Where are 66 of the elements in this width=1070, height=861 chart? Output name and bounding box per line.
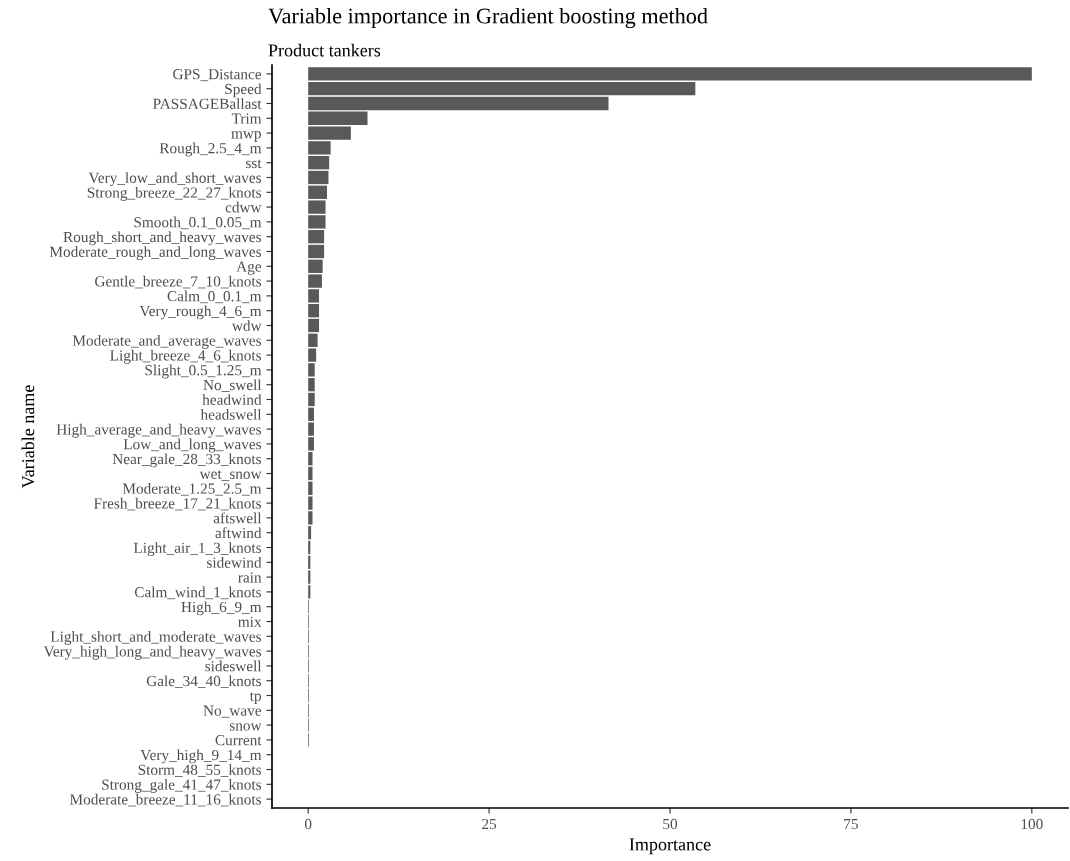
chart-subtitle: Product tankers (268, 43, 381, 57)
y-tick-label: Very_high_long_and_heavy_waves (43, 645, 262, 660)
y-tick-label: Smooth_0.1_0.05_m (134, 216, 262, 230)
bar (308, 244, 325, 259)
y-tick-label: PASSAGEBallast (153, 98, 262, 109)
y-tick-label: Very_rough_4_6_m (139, 305, 262, 320)
y-tick-label: sideswell (205, 660, 262, 672)
y-tick-label: Gale_34_40_knots (146, 675, 262, 688)
y-tick-label: Speed (225, 83, 262, 98)
y-tick-label: Calm_0_0.1_m (167, 290, 262, 304)
bar (308, 96, 609, 111)
y-tick-label: High_average_and_heavy_waves (56, 423, 262, 438)
y-tick-label: Rough_2.5_4_m (159, 142, 262, 157)
y-tick-label: mwp (231, 131, 261, 142)
y-tick-label: Moderate_1.25_2.5_m (122, 483, 262, 496)
y-tick-label: Rough_short_and_heavy_waves (63, 231, 262, 246)
y-tick-label: Moderate_and_average_waves (72, 334, 262, 349)
y-tick-label: Moderate_breeze_11_16_knots (69, 793, 262, 807)
bar (308, 318, 320, 333)
y-tick-label: tp (249, 692, 261, 705)
bar (308, 392, 315, 407)
y-tick-label: Trim (231, 113, 262, 124)
bar (308, 170, 329, 185)
chart-title: Variable importance in Gradient boosting method (268, 7, 708, 29)
x-tick-label: 25 (482, 818, 497, 830)
y-tick-label: Age (236, 261, 262, 275)
y-tick-label: snow (229, 723, 262, 731)
bar (308, 466, 313, 481)
y-tick-label: headwind (202, 394, 262, 405)
y-tick-label: Calm_wind_1_knots (134, 586, 262, 600)
bar (308, 540, 311, 555)
y-tick-label: Slight_0.5_1.25_m (145, 364, 262, 379)
y-tick-label: sst (246, 159, 262, 169)
y-tick-label: Gentle_breeze_7_10_knots (95, 275, 262, 289)
x-tick-label: 50 (663, 818, 678, 830)
y-tick-label: Light_air_1_3_knots (133, 542, 262, 557)
y-tick-label: Very_high_9_14_m (140, 749, 262, 764)
y-tick-label: Moderate_rough_and_long_waves (49, 246, 262, 261)
x-tick-label: 0 (304, 818, 312, 830)
y-tick-label: High_6_9_m (181, 601, 262, 616)
x-axis-title: Importance (629, 838, 711, 855)
y-tick-label: mix (238, 616, 262, 627)
y-tick-label: headswell (200, 409, 262, 420)
y-tick-label: Low_and_long_waves (123, 438, 262, 453)
y-tick-label: aftswell (213, 512, 262, 524)
y-tick-label: Strong_gale_41_47_knots (102, 779, 262, 793)
y-tick-label: wet_snow (199, 470, 262, 481)
y-tick-label: Near_gale_28_33_knots (112, 453, 262, 468)
y-tick-label: Current (215, 735, 262, 746)
y-tick-label: Light_short_and_moderate_waves (50, 631, 262, 645)
x-tick-label: 100 (1021, 818, 1043, 830)
y-tick-label: Fresh_breeze_17_21_knots (94, 497, 262, 511)
y-tick-label: Strong_breeze_22_27_knots (87, 186, 262, 201)
y-tick-label: GPS_Distance (173, 69, 262, 82)
y-tick-label: Very_low_and_short_waves (88, 172, 262, 187)
y-tick-label: Storm_48_55_knots (138, 764, 262, 777)
y-tick-label: sidewind (207, 557, 262, 568)
y-axis-title: Variable name (21, 385, 35, 489)
y-tick-label: No_wave (203, 705, 262, 718)
y-tick-label: No_swell (203, 379, 262, 392)
x-tick-label: 75 (844, 819, 858, 830)
y-tick-label: cdww (225, 201, 262, 213)
y-tick-label: aftwind (215, 527, 262, 539)
y-tick-label: rain (238, 572, 262, 583)
y-tick-label: Light_breeze_4_6_knots (110, 349, 262, 364)
y-tick-label: wdw (231, 320, 262, 331)
